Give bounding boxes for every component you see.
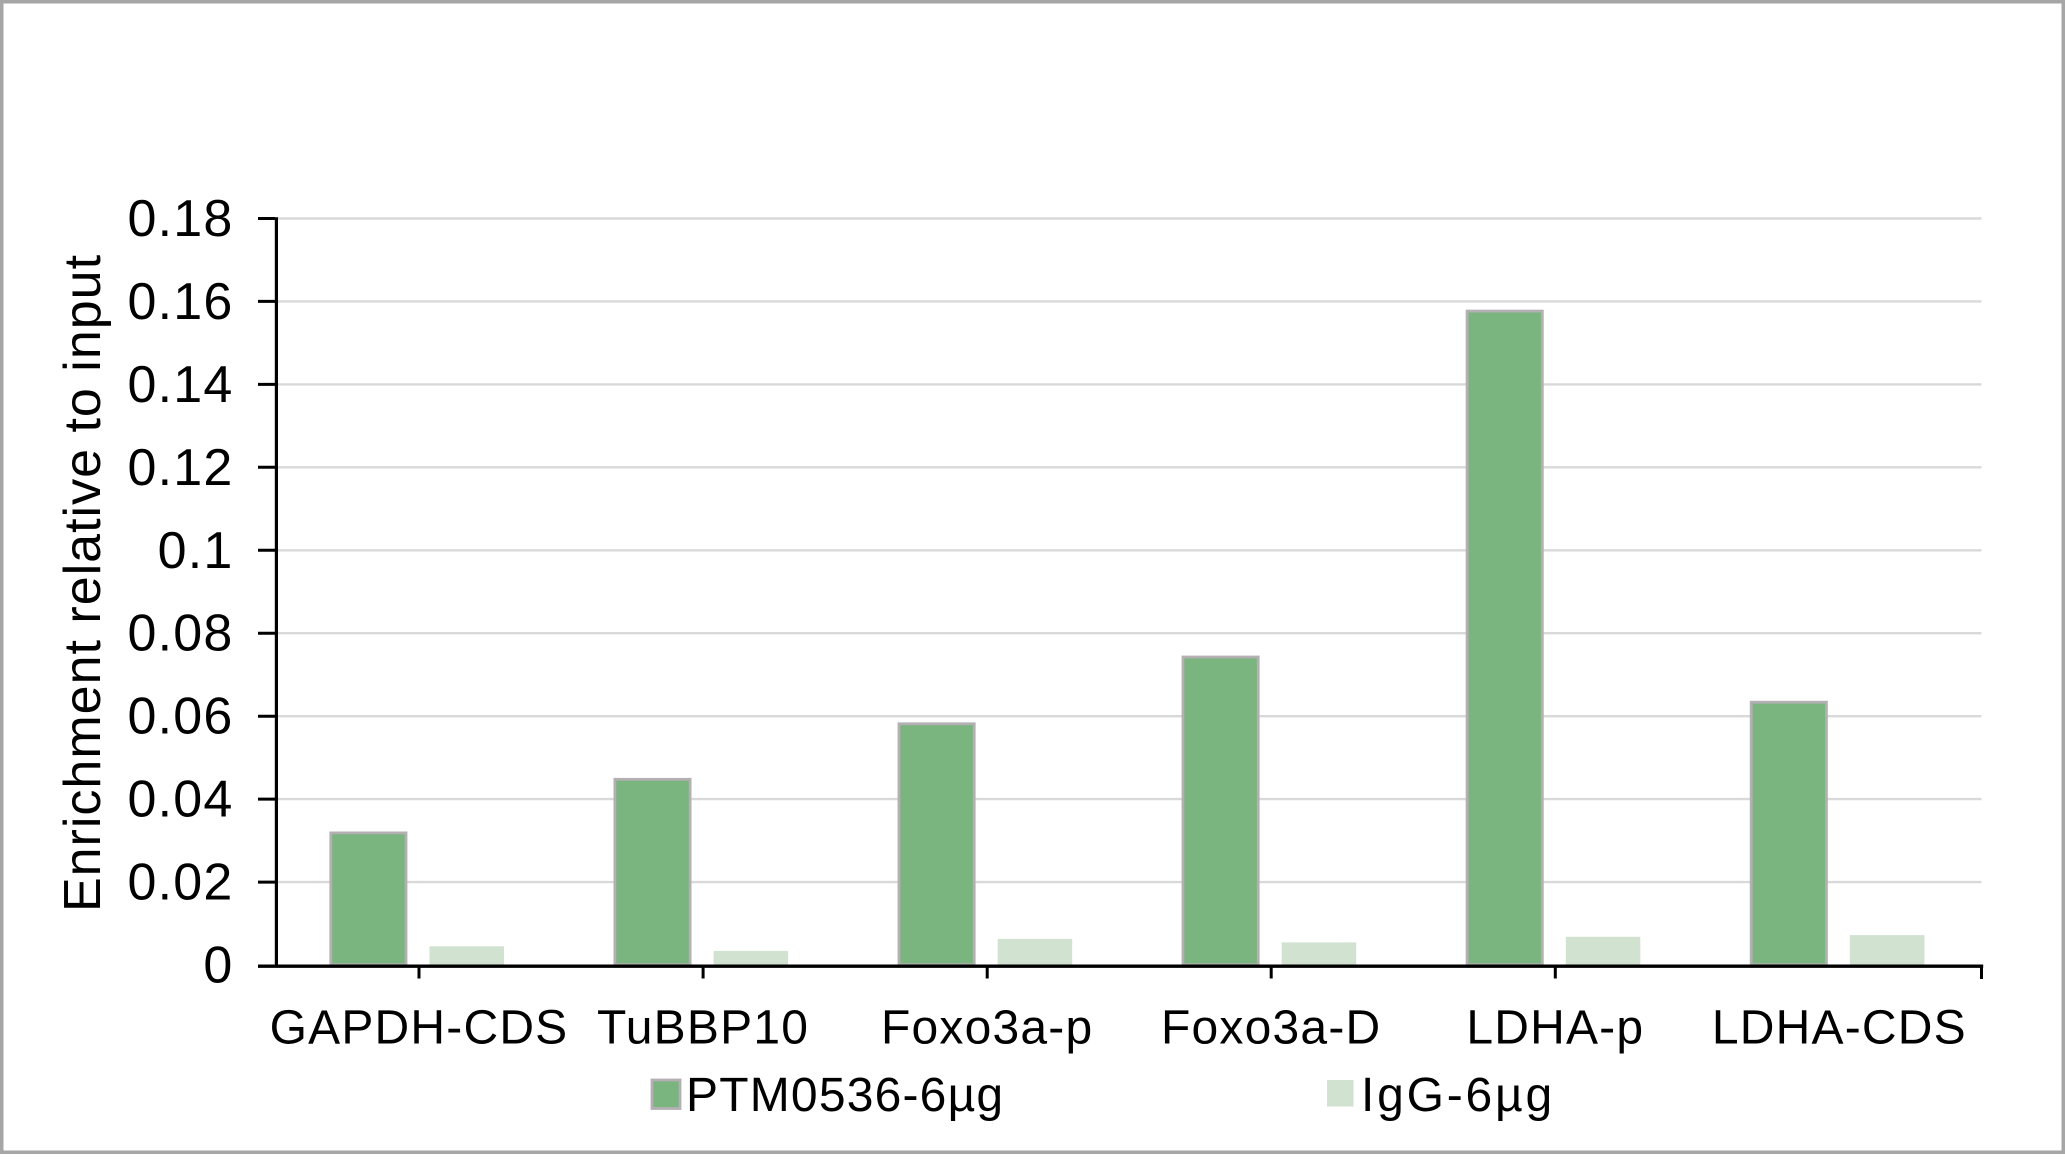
svg-text:0: 0 [203, 937, 233, 995]
svg-text:TuBBP10: TuBBP10 [597, 1002, 809, 1055]
svg-text:0.18: 0.18 [127, 190, 233, 248]
svg-text:LDHA-CDS: LDHA-CDS [1712, 1002, 1967, 1055]
svg-text:0.12: 0.12 [127, 439, 233, 497]
svg-text:IgG-6µg: IgG-6µg [1361, 1069, 1555, 1122]
svg-text:0.1: 0.1 [158, 522, 234, 580]
svg-text:LDHA-p: LDHA-p [1466, 1002, 1644, 1055]
svg-text:GAPDH-CDS: GAPDH-CDS [270, 1002, 569, 1055]
svg-text:0.02: 0.02 [127, 854, 233, 912]
svg-text:PTM0536-6µg: PTM0536-6µg [686, 1069, 1004, 1122]
svg-text:0.14: 0.14 [127, 356, 233, 414]
svg-text:0.08: 0.08 [127, 605, 233, 663]
svg-text:0.04: 0.04 [127, 770, 233, 828]
svg-text:0.16: 0.16 [127, 273, 233, 331]
svg-text:0.06: 0.06 [127, 688, 233, 746]
svg-text:Foxo3a-D: Foxo3a-D [1161, 1002, 1381, 1055]
svg-text:Foxo3a-p: Foxo3a-p [881, 1002, 1093, 1055]
svg-text:Enrichment relative to input: Enrichment relative to input [54, 254, 112, 912]
